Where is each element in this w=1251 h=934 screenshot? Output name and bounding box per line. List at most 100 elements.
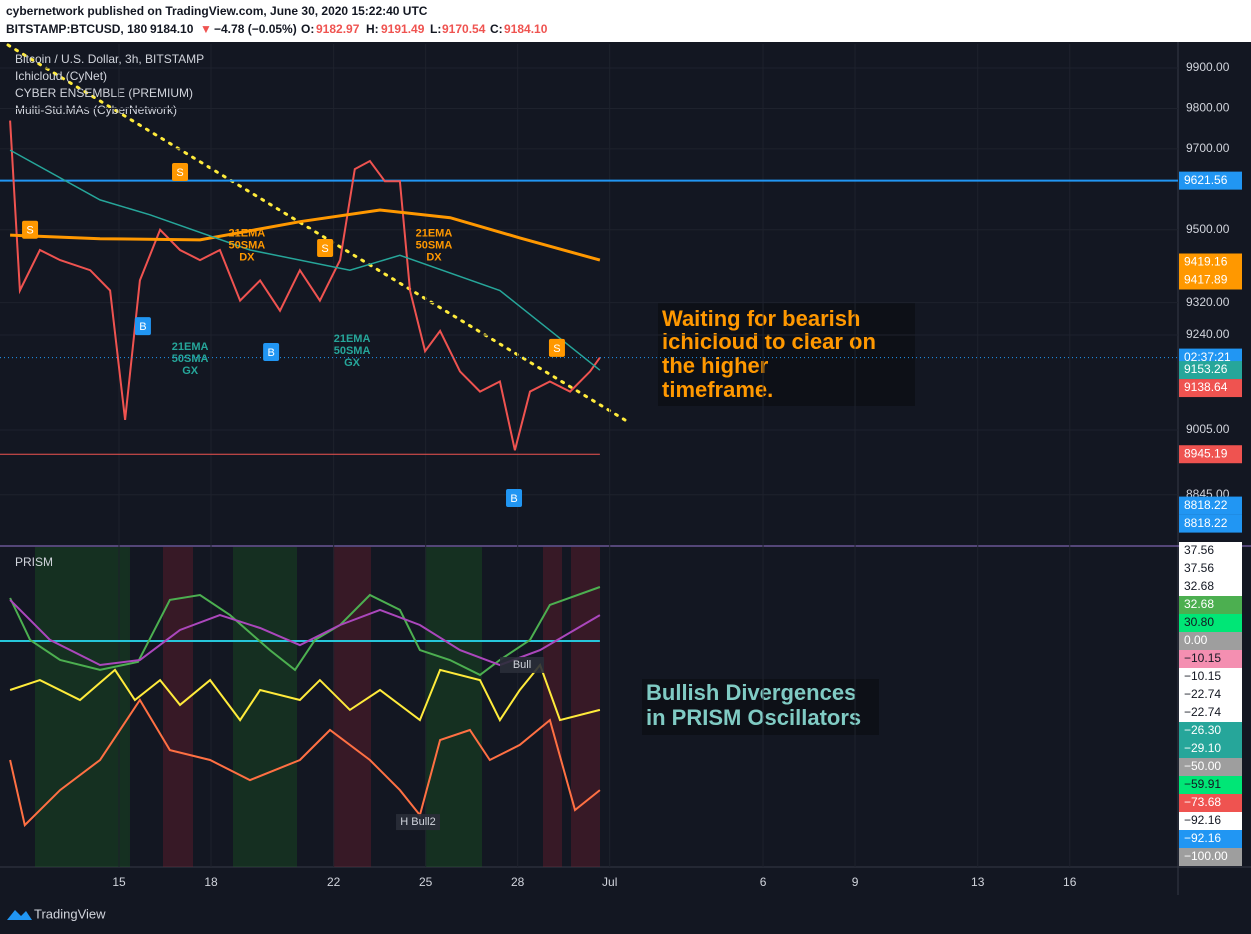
x-tick-label: 25 [419, 875, 433, 889]
annotation-line: in PRISM Oscillators [646, 705, 861, 730]
price-tag-label: −92.16 [1184, 831, 1221, 845]
h: 9191.49 [381, 22, 425, 36]
signal-marker [22, 220, 39, 239]
o-label: O: [301, 22, 314, 36]
note: H Bull2 [400, 816, 435, 828]
price-tag-label: 9621.56 [1184, 173, 1228, 187]
bull-zone [425, 547, 482, 867]
bear-zone [571, 547, 600, 867]
price-tag [1179, 686, 1242, 704]
bull-zone [35, 547, 130, 867]
price-tag [1179, 776, 1242, 794]
price-tag [1179, 578, 1242, 596]
price-tag-label: 8818.22 [1184, 516, 1228, 530]
price-tag [1179, 596, 1242, 614]
price-tag [1179, 650, 1242, 668]
oscillator-series [9, 586, 601, 828]
annotation-line: Waiting for bearish [662, 306, 860, 331]
cross-label: 21EMA [334, 333, 371, 345]
price-tag [1179, 740, 1242, 758]
signal-marker [134, 317, 151, 336]
annotation-line: ichicloud to clear on [662, 329, 876, 354]
cross-label: 50SMA [334, 345, 371, 357]
price-tag-label: −50.00 [1184, 759, 1221, 773]
cross-label: GX [344, 357, 361, 369]
x-tick-label: 13 [971, 875, 985, 889]
price-tag-label: 30.80 [1184, 615, 1214, 629]
series-line [9, 149, 601, 371]
y-tick-label: 9500.00 [1186, 222, 1230, 236]
x-tick-label: 18 [204, 875, 218, 889]
annotation-box [642, 679, 879, 735]
price-tag-label: 32.68 [1184, 579, 1214, 593]
x-tick-label: 28 [511, 875, 525, 889]
price-tag-label: 9138.64 [1184, 380, 1228, 394]
signal-label: S [26, 225, 33, 237]
price-tag-label: −59.91 [1184, 777, 1221, 791]
note-bg [499, 656, 544, 673]
price-tag [1179, 496, 1242, 515]
price-tag-label: 8818.22 [1184, 498, 1228, 512]
signal-marker [506, 488, 523, 507]
price-tag-label: −26.30 [1184, 723, 1221, 737]
arrow: ▼ [200, 22, 212, 36]
annotation-line: Bullish Divergences [646, 680, 856, 705]
note-bg [396, 814, 441, 831]
price-tag [1179, 794, 1242, 812]
signal-label: B [510, 493, 517, 505]
price-tag-label: −10.15 [1184, 651, 1221, 665]
legend-item: Multi-Std.MAs (CyberNetwork) [15, 103, 177, 117]
price-tag [1179, 560, 1242, 578]
signal-marker [172, 162, 189, 181]
bear-zone [163, 547, 193, 867]
x-tick-label: 9 [852, 875, 859, 889]
x-tick-label: 15 [112, 875, 126, 889]
pane-title: PRISM [15, 555, 53, 569]
y-tick-label: 9700.00 [1186, 141, 1230, 155]
x-tick-label: 16 [1063, 875, 1077, 889]
price-tag [1179, 379, 1242, 398]
x-tick-label: Jul [602, 875, 617, 889]
series-line [9, 698, 601, 828]
cross-label: 21EMA [229, 228, 266, 240]
logo [7, 910, 32, 920]
annotation: Bullish Divergences in PRISM Oscillators [646, 680, 861, 730]
price-tag [1179, 632, 1242, 650]
footer: TradingView [7, 906, 106, 921]
price-tag [1179, 812, 1242, 830]
series-line [9, 120, 601, 451]
series-line [9, 662, 601, 723]
price-tag [1179, 758, 1242, 776]
price-tag [1179, 542, 1242, 560]
signal-label: S [553, 343, 560, 355]
x-tick-label: 22 [327, 875, 341, 889]
signal-label: S [176, 167, 183, 179]
y-tick-label: 9005.00 [1186, 422, 1230, 436]
cross-label: 21EMA [172, 341, 209, 353]
legend-title: Bitcoin / U.S. Dollar, 3h, BITSTAMP [15, 52, 204, 66]
price-tag [1179, 445, 1242, 464]
h-label: H: [366, 22, 379, 36]
bear-zone [543, 547, 562, 867]
series-line [9, 586, 601, 677]
price-tag-label: −22.74 [1184, 687, 1221, 701]
price-tag [1179, 704, 1242, 722]
header-bg [0, 0, 1251, 42]
footer-text: TradingView [34, 906, 106, 921]
c-label: C: [490, 22, 503, 36]
price-tag-label: 0.00 [1184, 633, 1208, 647]
price-tag-label: −10.15 [1184, 669, 1221, 683]
price-tag-label: 37.56 [1184, 543, 1214, 557]
annotation-line: the higher [662, 353, 769, 378]
price-tag [1179, 848, 1242, 866]
countdown: 02:37:21 [1184, 350, 1231, 364]
bull-zone [233, 547, 297, 867]
price-tag-label: −92.16 [1184, 813, 1221, 827]
price-tag [1179, 361, 1242, 380]
price-series [9, 120, 601, 451]
cross-label: GX [182, 365, 199, 377]
cross-label: 50SMA [172, 353, 209, 365]
symbol: BITSTAMP:BTCUSD, 180 [6, 22, 147, 36]
signal-marker [263, 342, 280, 361]
